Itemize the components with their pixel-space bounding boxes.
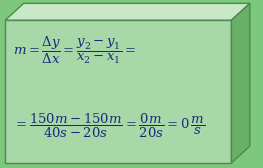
Text: $= \dfrac{150m - 150m}{40s - 20s} = \dfrac{0m}{20s} = 0\,\dfrac{m}{s}$: $= \dfrac{150m - 150m}{40s - 20s} = \dfr… — [13, 112, 205, 140]
Polygon shape — [5, 20, 231, 163]
Polygon shape — [231, 3, 250, 163]
Polygon shape — [5, 3, 250, 20]
Text: $m = \dfrac{\Delta y}{\Delta x} = \dfrac{y_2^{} - y_1^{}}{x_2^{} - x_1^{}} =$: $m = \dfrac{\Delta y}{\Delta x} = \dfrac… — [13, 35, 136, 66]
